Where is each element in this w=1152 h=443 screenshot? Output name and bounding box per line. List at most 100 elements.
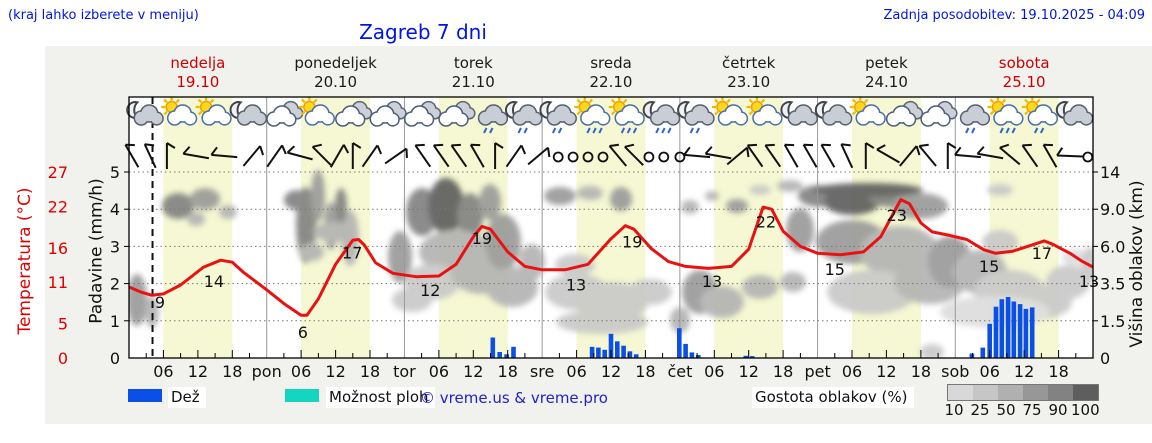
copyright-link[interactable]: © vreme.us & vreme.pro bbox=[420, 389, 608, 407]
wind-barb-icon bbox=[469, 143, 485, 168]
cloud-blob bbox=[780, 272, 806, 292]
day-date: 21.10 bbox=[451, 73, 495, 91]
weather-icon-c bbox=[369, 100, 407, 127]
wind-barb-icon bbox=[624, 143, 644, 166]
precip-bar bbox=[1011, 301, 1017, 358]
cloud-density-swatch bbox=[1073, 385, 1098, 400]
temperature-value-label: 17 bbox=[342, 243, 362, 262]
last-update-text: Zadnja posodobitev: 19.10.2025 - 04:09 bbox=[883, 8, 1145, 23]
wind-barb-icon bbox=[311, 143, 332, 166]
wind-barb-icon bbox=[143, 143, 157, 169]
wind-barb-icon bbox=[432, 143, 450, 168]
wind-barb-icon bbox=[527, 146, 551, 166]
temperature-value-label: 14 bbox=[204, 272, 224, 291]
precip-bar bbox=[677, 328, 682, 358]
cloud-blob bbox=[300, 243, 324, 261]
wind-barb-icon bbox=[783, 143, 799, 168]
menu-hint-text: (kraj lahko izberete v meniju) bbox=[8, 8, 199, 23]
weather-icon-c bbox=[335, 100, 373, 127]
cloud-cover-layer bbox=[129, 170, 1093, 358]
day-name: ponedeljek bbox=[294, 54, 377, 72]
temperature-value-label: 13 bbox=[1079, 272, 1099, 291]
precip-bar bbox=[993, 306, 999, 358]
cloud-blob bbox=[982, 230, 1018, 254]
wind-barb-icon bbox=[946, 142, 957, 169]
wind-barb-icon bbox=[1021, 143, 1039, 168]
cloud-density-tick-label: 10 bbox=[944, 401, 964, 419]
hour-label: 18 bbox=[360, 362, 380, 381]
weather-icon-c bbox=[438, 100, 476, 127]
cloud-density-swatch bbox=[1048, 385, 1073, 400]
precip-bar bbox=[511, 346, 516, 358]
cloud-blob bbox=[335, 188, 347, 224]
hour-label: 06 bbox=[153, 362, 173, 381]
temperature-value-label: 17 bbox=[1032, 244, 1052, 263]
cloud-blob bbox=[987, 184, 1013, 196]
wind-barb-icon bbox=[384, 147, 408, 165]
cloud-density-swatch bbox=[973, 385, 998, 400]
weather-icon-c bbox=[403, 100, 442, 127]
daytime-band bbox=[163, 97, 233, 358]
wind-barb-icon bbox=[840, 143, 854, 169]
hour-label: 18 bbox=[773, 362, 793, 381]
wind-barb-icon bbox=[608, 143, 628, 167]
cloud-blob bbox=[705, 191, 719, 201]
day-name: sobota bbox=[998, 54, 1050, 72]
day-date: 22.10 bbox=[589, 73, 633, 91]
precip-bar bbox=[743, 355, 749, 358]
precip-bar bbox=[980, 347, 986, 358]
day-header-sobota: sobota 25.10 bbox=[955, 54, 1093, 92]
precip-bar bbox=[1029, 307, 1035, 358]
precip-tick-label: 3 bbox=[110, 237, 120, 256]
cloud-blob bbox=[162, 193, 194, 219]
cloud-blob bbox=[392, 288, 432, 312]
hour-label: 06 bbox=[429, 362, 449, 381]
precip-bar bbox=[633, 354, 639, 358]
day-header-petek: petek 24.10 bbox=[817, 54, 955, 92]
precip-bar bbox=[589, 346, 595, 358]
weather-icon-sc bbox=[849, 96, 886, 126]
temperature-axis-title: Temperatura (°C) bbox=[15, 187, 35, 335]
cloud-density-scale-ticks: 10 25 50 75 90 100 bbox=[941, 401, 1099, 419]
cloud-blob bbox=[145, 296, 159, 328]
weather-icon-scr bbox=[987, 96, 1024, 134]
temp-tick-label: 5 bbox=[58, 315, 68, 334]
wind-barb-icon bbox=[802, 143, 818, 168]
cloud-density-tick-label: 90 bbox=[1048, 401, 1068, 419]
wind-calm-icon bbox=[552, 151, 564, 163]
day-abbr-label: sob bbox=[941, 362, 969, 381]
wind-barb-icon bbox=[361, 144, 383, 168]
temperature-curve bbox=[129, 198, 1093, 317]
day-header-nedelja: nedelja 19.10 bbox=[129, 54, 267, 92]
wind-calm-icon bbox=[658, 151, 670, 163]
wind-barb-icon bbox=[329, 144, 350, 168]
day-name: četrtek bbox=[722, 54, 776, 72]
hour-label: 06 bbox=[291, 362, 311, 381]
precip-bar bbox=[695, 355, 701, 358]
day-date: 24.10 bbox=[864, 73, 908, 91]
cloud-density-tick-label: 75 bbox=[1022, 401, 1042, 419]
temp-tick-label: 27 bbox=[48, 163, 68, 182]
wind-barb-icon bbox=[899, 145, 921, 167]
weather-icon-sc bbox=[298, 96, 335, 126]
precipitation-bars bbox=[490, 297, 1035, 358]
hour-label: 06 bbox=[704, 362, 724, 381]
weather-icon-mcd bbox=[677, 101, 715, 134]
cloudheight-tick-label: 6.0 bbox=[1100, 237, 1125, 256]
wind-calm-icon bbox=[1082, 151, 1094, 163]
weather-icon-cd bbox=[959, 104, 991, 134]
temperature-value-label: 12 bbox=[420, 281, 440, 300]
weather-icon-mcr bbox=[642, 101, 681, 134]
temperature-value-label: 13 bbox=[566, 276, 586, 295]
weather-icon-scd bbox=[1021, 96, 1058, 134]
rain-legend-label: Dež bbox=[168, 387, 206, 408]
hour-label: 06 bbox=[566, 362, 586, 381]
cloud-blob bbox=[544, 187, 576, 205]
cloud-blob bbox=[313, 222, 357, 242]
temperature-value-label: 15 bbox=[979, 257, 999, 276]
day-date: 19.10 bbox=[176, 73, 220, 91]
wind-barb-icon bbox=[414, 143, 432, 168]
cloud-blob bbox=[749, 185, 771, 195]
precip-bar bbox=[627, 351, 633, 358]
cloudheight-tick-label: 14 bbox=[1100, 163, 1120, 182]
